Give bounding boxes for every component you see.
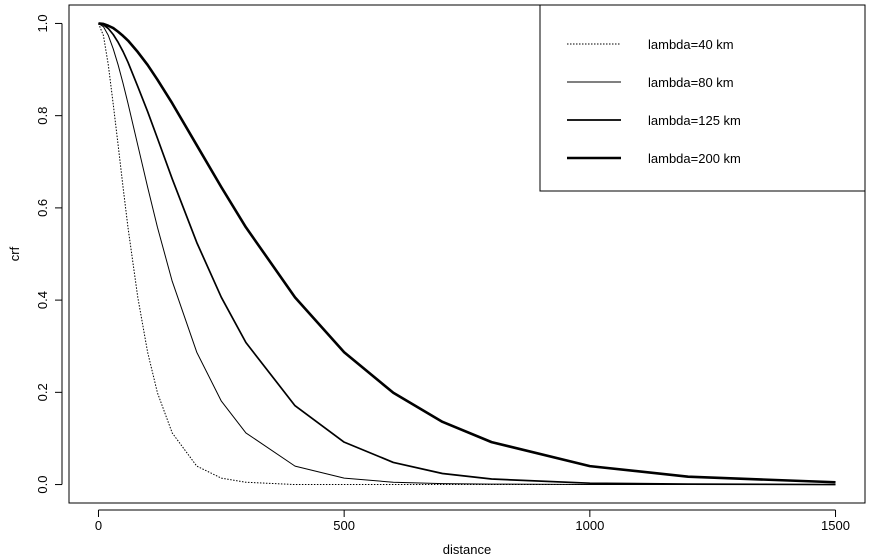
- series-line-2: [98, 23, 836, 486]
- legend-label-4: lambda=200 km: [648, 151, 741, 166]
- y-axis: 0.0 0.2 0.4 0.6 0.8 1.0: [35, 14, 63, 494]
- y-tick-label: 0.8: [35, 107, 50, 125]
- plot-frame: [68, 4, 866, 504]
- series-line-3: [98, 22, 836, 486]
- x-tick-label: 500: [333, 518, 355, 533]
- legend-label-2: lambda=80 km: [648, 75, 734, 90]
- y-axis-title: crf: [7, 246, 22, 261]
- y-tick-label: 0.6: [35, 199, 50, 217]
- y-tick-label: 0.2: [35, 383, 50, 401]
- x-tick-label: 1500: [821, 518, 850, 533]
- series-line-1: [98, 23, 836, 486]
- x-tick-label: 1000: [575, 518, 604, 533]
- series-line-4: [98, 22, 836, 484]
- x-axis: 0 500 1000 1500: [95, 509, 850, 533]
- x-axis-title: distance: [443, 542, 491, 557]
- x-tick-label: 0: [95, 518, 102, 533]
- legend-label-1: lambda=40 km: [648, 37, 734, 52]
- y-tick-label: 1.0: [35, 14, 50, 32]
- y-tick-label: 0.0: [35, 476, 50, 494]
- legend: lambda=40 km lambda=80 km lambda=125 km lam…: [539, 4, 866, 192]
- y-tick-label: 0.4: [35, 291, 50, 309]
- legend-label-3: lambda=125 km: [648, 113, 741, 128]
- legend-box: [539, 4, 866, 192]
- series-layer: [98, 22, 836, 486]
